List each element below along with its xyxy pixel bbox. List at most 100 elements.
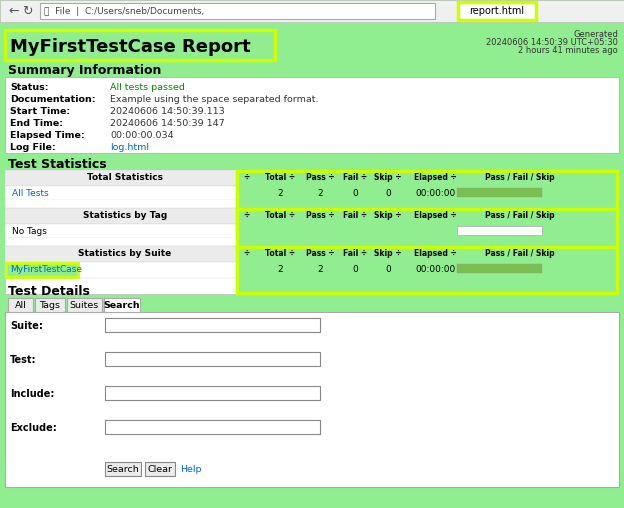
Bar — [5, 262, 619, 278]
Bar — [237, 247, 617, 293]
Text: Tags: Tags — [39, 301, 61, 309]
Bar — [457, 188, 542, 197]
Text: report.html: report.html — [469, 6, 525, 16]
Text: 20240606 14:50:39.113: 20240606 14:50:39.113 — [110, 107, 225, 116]
Bar — [5, 208, 619, 224]
Text: Statistics by Tag: Statistics by Tag — [83, 211, 167, 220]
Text: Pass ÷: Pass ÷ — [306, 211, 334, 220]
Bar — [0, 0, 624, 22]
Bar — [5, 30, 275, 60]
Text: 00:00:00.034: 00:00:00.034 — [110, 131, 173, 140]
Text: Pass ÷: Pass ÷ — [306, 249, 334, 259]
Text: Fail ÷: Fail ÷ — [343, 249, 367, 259]
Bar — [5, 246, 619, 262]
Text: No Tags: No Tags — [12, 227, 47, 236]
Text: Elapsed ÷: Elapsed ÷ — [414, 211, 456, 220]
Text: Elapsed ÷: Elapsed ÷ — [414, 174, 456, 182]
Text: All tests passed: All tests passed — [110, 83, 185, 92]
Text: Elapsed Time:: Elapsed Time: — [10, 131, 85, 140]
Text: MyFirstTestCase: MyFirstTestCase — [10, 266, 82, 274]
Bar — [105, 352, 320, 366]
Text: ÷: ÷ — [243, 211, 249, 220]
Text: Pass / Fail / Skip: Pass / Fail / Skip — [485, 249, 555, 259]
Bar — [6, 263, 78, 277]
Text: Skip ÷: Skip ÷ — [374, 174, 402, 182]
Bar — [67, 298, 102, 312]
Text: 0: 0 — [385, 188, 391, 198]
Text: Search: Search — [104, 301, 140, 309]
Text: All Tests: All Tests — [12, 188, 49, 198]
Bar — [5, 170, 619, 186]
Text: Example using the space separated format.: Example using the space separated format… — [110, 95, 318, 104]
Bar — [104, 298, 140, 312]
Text: ÷: ÷ — [243, 249, 249, 259]
Bar — [5, 170, 619, 230]
Bar — [5, 238, 619, 246]
Text: Total ÷: Total ÷ — [265, 174, 295, 182]
Bar — [458, 2, 536, 20]
Text: Start Time:: Start Time: — [10, 107, 70, 116]
Text: 0: 0 — [385, 266, 391, 274]
Text: 20240606 14:50:39 UTC+05:30: 20240606 14:50:39 UTC+05:30 — [486, 38, 618, 47]
Text: ↻: ↻ — [22, 5, 32, 17]
Bar — [105, 420, 320, 434]
Bar — [5, 312, 619, 487]
Bar — [35, 298, 65, 312]
Bar — [40, 3, 435, 19]
Text: Summary Information: Summary Information — [8, 64, 162, 77]
Text: Skip ÷: Skip ÷ — [374, 211, 402, 220]
Text: End Time:: End Time: — [10, 119, 63, 128]
Text: Total ÷: Total ÷ — [265, 249, 295, 259]
Text: Exclude:: Exclude: — [10, 423, 57, 433]
Text: Search: Search — [107, 464, 139, 473]
Text: Test:: Test: — [10, 355, 36, 365]
Text: ←: ← — [8, 5, 19, 17]
Text: Statistics by Suite: Statistics by Suite — [79, 249, 172, 259]
Text: 2 hours 41 minutes ago: 2 hours 41 minutes ago — [519, 46, 618, 55]
Bar — [237, 209, 617, 249]
Text: Pass / Fail / Skip: Pass / Fail / Skip — [485, 211, 555, 220]
Text: Total ÷: Total ÷ — [265, 211, 295, 220]
Text: Status:: Status: — [10, 83, 49, 92]
Text: All: All — [14, 301, 26, 309]
Text: Documentation:: Documentation: — [10, 95, 95, 104]
Text: 2: 2 — [277, 266, 283, 274]
Text: ⓘ  File  |  C:/Users/sneb/Documents,: ⓘ File | C:/Users/sneb/Documents, — [44, 7, 204, 16]
Text: Suite:: Suite: — [10, 321, 43, 331]
Text: ÷: ÷ — [243, 174, 249, 182]
Text: Total Statistics: Total Statistics — [87, 174, 163, 182]
Text: 2: 2 — [317, 188, 323, 198]
Bar — [457, 226, 542, 235]
Text: Fail ÷: Fail ÷ — [343, 174, 367, 182]
Text: Log File:: Log File: — [10, 143, 56, 152]
Text: Test Details: Test Details — [8, 285, 90, 298]
Text: Generated: Generated — [573, 30, 618, 39]
Bar — [5, 246, 619, 294]
Bar — [5, 224, 619, 238]
Text: Pass ÷: Pass ÷ — [306, 174, 334, 182]
Bar — [5, 186, 619, 200]
Text: 00:00:00: 00:00:00 — [415, 266, 455, 274]
Text: Test Statistics: Test Statistics — [8, 158, 107, 171]
Text: Skip ÷: Skip ÷ — [374, 249, 402, 259]
Text: Include:: Include: — [10, 389, 54, 399]
Bar — [5, 77, 619, 153]
Bar — [145, 462, 175, 476]
Bar — [5, 208, 619, 250]
Text: Help: Help — [180, 464, 202, 473]
Text: Fail ÷: Fail ÷ — [343, 211, 367, 220]
Text: 0: 0 — [352, 188, 358, 198]
Text: 00:00:00: 00:00:00 — [415, 188, 455, 198]
Bar — [5, 200, 619, 208]
Text: 20240606 14:50:39 147: 20240606 14:50:39 147 — [110, 119, 225, 128]
Text: 0: 0 — [352, 266, 358, 274]
Text: Elapsed ÷: Elapsed ÷ — [414, 249, 456, 259]
Text: 2: 2 — [317, 266, 323, 274]
Bar — [105, 318, 320, 332]
Text: Clear: Clear — [147, 464, 172, 473]
Bar — [8, 298, 33, 312]
Bar — [457, 264, 542, 273]
Text: 2: 2 — [277, 188, 283, 198]
Bar — [105, 386, 320, 400]
Text: log.html: log.html — [110, 143, 149, 152]
